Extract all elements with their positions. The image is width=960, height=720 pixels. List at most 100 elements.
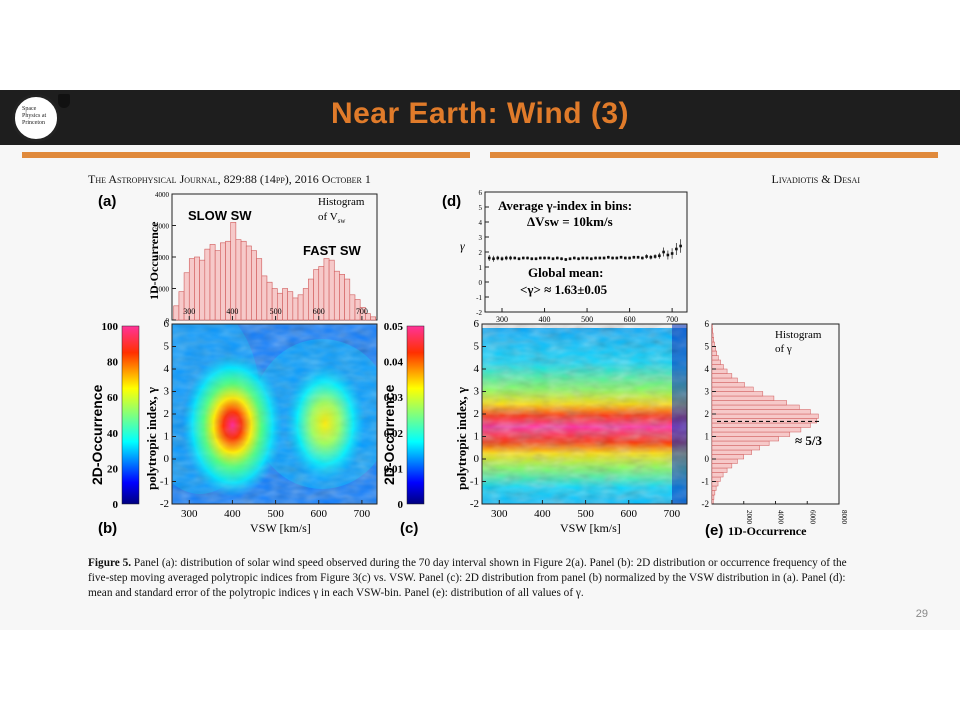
panel-b-ticks: 300 400 500 600 700 -2 -1 0 1 2 3 4 5 6: [160, 318, 371, 520]
panel-d-xtick-label: 600: [624, 315, 636, 324]
panel-e-ytick-label: -1: [702, 477, 710, 487]
panel-e-bar: [711, 490, 716, 496]
panel-b-colorbar-ticks: 0 20 40 60 80 100: [102, 321, 119, 511]
five-thirds-label: ≈ 5/3: [795, 433, 822, 448]
slow-sw-label: SLOW SW: [188, 208, 252, 223]
figure-5: (a) 1D-Occurrence 300 400 500 600 7000100020…: [89, 190, 849, 539]
panel-e-ytick-label: 3: [705, 387, 710, 397]
panel-e-ticks: -2 -1 0 1 2 3 4 5 6 2000 4000 6000 8000: [702, 319, 849, 525]
panel-a-ytick-label: 2000: [155, 254, 170, 262]
panel-e-ytick-label: 4: [705, 364, 710, 374]
slide: Space Physics at Princeton Near Earth: W…: [0, 90, 960, 630]
panel-a-xtick-label: 600: [313, 307, 325, 316]
panel-e-bar: [711, 386, 754, 392]
panel-a-bar: [230, 222, 237, 321]
panel-e-bar: [711, 382, 745, 388]
panel-d-point: [547, 256, 551, 260]
panel-e-bar: [711, 454, 744, 460]
panel-c-colorbar-tick: 0.04: [384, 357, 404, 369]
panel-d-point: [670, 252, 674, 255]
panel-b-xlabel: VSW [km/s]: [250, 521, 311, 535]
panel-d-point: [632, 255, 636, 259]
panel-b-colorbar-tick: 80: [107, 357, 119, 369]
panel-d-point: [641, 256, 644, 260]
panel-d-ytick-label: -1: [476, 294, 482, 302]
title-rule-left: [22, 152, 470, 158]
panel-e-bar: [711, 409, 811, 415]
panel-d-point: [666, 253, 670, 257]
panel-e-ytick-label: 6: [705, 319, 710, 329]
panel-b-ytick-label: 2: [164, 408, 170, 420]
panel-e-xtick-label: 2000: [745, 510, 753, 525]
panel-e-bar: [711, 494, 715, 500]
panel-d-ticks: -2 -1 0 1 2 3 4 5 6 300 400 500 600 700: [476, 190, 678, 324]
panel-c-colorbar: [406, 325, 425, 505]
panel-e-bar: [711, 341, 715, 347]
panel-e-bar: [711, 431, 791, 437]
panel-b-ytick-label: 3: [164, 386, 170, 398]
panel-a-bar: [209, 244, 216, 321]
panel-d-point: [628, 256, 631, 260]
panel-c-xtick-label: 500: [577, 508, 594, 520]
panel-b-ytick-label: 0: [164, 453, 170, 465]
slide-title: Near Earth: Wind (3): [330, 97, 630, 130]
panel-a-ytick-label: 3000: [155, 223, 170, 231]
panel-b-colorbar-tick: 0: [113, 499, 119, 511]
panel-e-bar: [711, 346, 716, 352]
panel-e-bars: [711, 323, 819, 505]
panel-d-point: [590, 257, 593, 261]
panel-d-point: [487, 256, 491, 260]
panel-d-ytick-label: 3: [479, 234, 483, 242]
panel-d-point: [675, 247, 678, 251]
panel-b-field: [172, 324, 377, 504]
panel-a-bar: [333, 270, 340, 321]
panel-e-histogram-note: Histogram: [775, 329, 822, 341]
panel-c-colorbar-tick: 0: [398, 499, 404, 511]
panel-b-xtick-label: 300: [181, 508, 198, 520]
panel-a-bar: [302, 288, 309, 321]
panel-d-ytick-label: 4: [479, 219, 483, 227]
global-mean-title: Global mean:: [528, 265, 603, 280]
panel-d-xtick-label: 300: [496, 315, 508, 324]
panel-e-bar: [711, 413, 819, 419]
panel-e-histogram: -2 -1 0 1 2 3 4 5 6 2000 4000 6000 8000 Histogram of…: [702, 319, 849, 539]
panel-e-xlabel: 1D-Occurrence: [728, 524, 807, 538]
panel-e-ytick-label: 1: [705, 432, 710, 442]
panel-e-bar: [711, 436, 779, 442]
panel-e-bar: [711, 368, 728, 374]
panel-d-point: [602, 256, 606, 260]
panel-e-gamma-note: of γ: [775, 343, 792, 355]
panel-c-xlabel: VSW [km/s]: [560, 521, 621, 535]
panel-a-xtick-label: 400: [226, 307, 238, 316]
panel-b-ytick-label: 6: [164, 318, 170, 330]
panel-d-point: [585, 256, 589, 260]
panel-d-point: [653, 255, 657, 258]
panel-d-point: [551, 257, 555, 261]
panel-d-point: [568, 257, 572, 261]
panel-e-label: (e): [705, 522, 723, 539]
panel-b-xtick-label: 700: [354, 508, 371, 520]
panel-a-bar: [261, 275, 268, 321]
title-bar: Space Physics at Princeton Near Earth: W…: [0, 90, 960, 145]
title-rule-right: [490, 152, 938, 158]
panel-c-colorbar-tick: 0.05: [384, 321, 404, 333]
panel-d-point: [645, 255, 648, 258]
panel-a-bar: [287, 291, 294, 321]
journal-header: The Astrophysical Journal, 829:88 (14pp)…: [88, 172, 371, 186]
panel-e-bar: [711, 350, 718, 356]
panel-e-bar: [711, 328, 713, 334]
panel-a-bar: [214, 250, 221, 321]
panel-d-point: [509, 256, 512, 260]
panel-c-ytick-label: 4: [474, 363, 480, 375]
panel-a-xtick-label: 700: [356, 307, 368, 316]
panel-e-bar: [711, 440, 770, 446]
princeton-logo: Space Physics at Princeton: [12, 94, 60, 142]
panel-b-ylabel: polytropic index, γ: [144, 387, 159, 490]
panel-d-point: [624, 256, 627, 260]
panel-d-point: [538, 256, 542, 260]
panel-d-point: [496, 256, 500, 260]
panel-b-xtick-label: 600: [310, 508, 327, 520]
panel-d-point: [534, 257, 538, 261]
avg-gamma-title: Average γ-index in bins:: [498, 198, 632, 213]
